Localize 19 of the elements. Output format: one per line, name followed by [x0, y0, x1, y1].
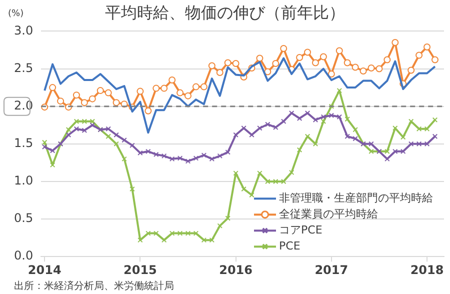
x-tick-label: 2014 [28, 262, 62, 277]
y-tick-label: 1.5 [14, 136, 34, 150]
legend-label: 全従業員の平均時給 [279, 207, 378, 220]
x-tick-label: 2018 [410, 262, 444, 277]
x-tick-label: 2016 [219, 262, 253, 277]
chart-title: 平均時給、物価の伸び（前年比） [105, 2, 345, 22]
y-tick-label: 3.0 [14, 23, 34, 38]
y-tick-label: 0.5 [14, 211, 34, 226]
text: 出所：米経済分析局、米労働統計局 [14, 280, 174, 292]
y-axis-title: (%) [8, 9, 24, 19]
y-tick-label: 1.0 [14, 174, 34, 188]
legend-label: PCE [279, 239, 300, 252]
legend-label: コアPCE [279, 223, 322, 236]
y-tick-label: 2.5 [14, 60, 34, 75]
x-tick-label: 2017 [314, 262, 348, 277]
y-tick-label: 0.0 [14, 248, 34, 263]
x-tick-label: 2015 [124, 262, 157, 277]
legend-label: 非管理職・生産部門の平均時給 [279, 191, 433, 204]
y-tick-label: 2.0 [14, 98, 34, 112]
